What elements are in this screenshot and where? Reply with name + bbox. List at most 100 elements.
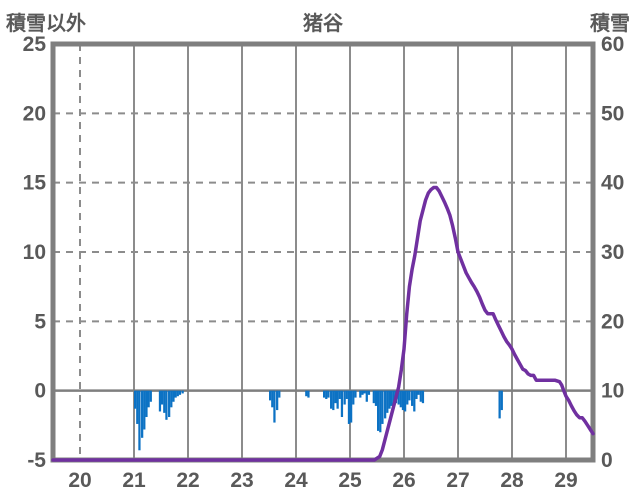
snow-other-bar [359,390,362,398]
snow-other-bar [143,390,146,430]
bar-series-snow-other [134,390,503,451]
snow-other-bar [406,390,409,405]
left-axis-tick-label: 25 [23,33,47,56]
snow-other-bar [377,390,380,431]
snow-other-bar [178,390,182,395]
snow-other-bar [367,390,371,395]
snow-other-bar [411,390,414,406]
right-axis-tick-label: 10 [601,380,624,403]
snow-other-bar [350,390,353,423]
snow-other-bar [421,390,425,404]
snow-other-bar [176,390,179,397]
snow-other-bar [345,390,348,399]
snow-other-bar [390,390,393,406]
snow-other-bar [147,390,150,408]
snow-other-bar [269,390,272,401]
snow-other-bar [413,390,416,412]
snow-other-bar [372,390,375,404]
snow-other-bar [181,390,184,394]
right-axis-tick-label: 0 [601,449,613,472]
snow-other-bar [161,390,164,405]
snow-other-bar [347,390,351,424]
snow-other-bar [323,390,326,398]
snow-other-bar [379,390,382,433]
snow-other-bar [330,390,333,409]
snow-other-bar [170,390,173,408]
snow-other-bar [404,390,407,412]
x-axis-tick-label: 21 [122,469,146,492]
left-axis-tick-label: 20 [23,102,46,125]
left-axis-tick-label: 0 [34,380,46,403]
snow-other-bar [307,390,310,398]
snow-other-bar [415,390,418,399]
snow-other-bar [138,390,141,451]
snow-other-bar [417,390,420,395]
right-axis-tick-label: 20 [601,310,624,333]
x-axis-tick-label: 20 [68,469,91,492]
snow-other-bar [343,390,346,405]
snow-other-bar [273,390,276,423]
snow-other-bar [361,390,364,395]
snow-other-bar [399,390,402,408]
snow-other-bar [172,390,175,402]
snow-other-bar [374,390,378,406]
snow-other-bar [388,390,391,409]
snow-depth-line [51,185,595,462]
x-axis-tick-label: 23 [230,469,253,492]
snow-other-bar [136,390,139,424]
right-axis-tick-label: 50 [601,102,624,125]
snow-other-bar [327,390,330,398]
snow-other-bar [397,390,400,405]
right-axis-tick-label: 60 [601,33,624,56]
snow-other-bar [354,390,357,398]
snow-other-bar [419,390,422,402]
right-axis-tick-label: 30 [601,241,624,264]
snow-other-bar [149,390,152,402]
snow-other-bar [340,390,344,418]
snow-other-bar [392,390,395,405]
left-axis-tick-label: 10 [23,241,46,264]
right-axis-tick-label: 40 [601,172,624,195]
left-axis-tick-label: 15 [23,172,47,195]
snow-other-bar [163,390,166,413]
snow-other-bar [401,390,405,411]
snow-other-bar [276,390,279,411]
snow-other-bar [145,390,148,418]
snow-other-bar [332,390,335,411]
snow-other-bar [141,390,144,438]
snow-other-bar [352,390,355,405]
snow-other-bar [381,390,384,424]
left-axis-tick-label: 5 [34,310,46,333]
snow-other-bar [278,390,281,398]
snow-other-bar [325,390,328,399]
snow-other-bar [158,390,162,412]
snow-other-bar [165,390,168,420]
right-axis-title: 積雪 [590,13,630,35]
left-axis-tick-label: -5 [27,449,46,472]
x-axis-tick-label: 24 [284,469,308,492]
snow-other-bar [334,390,337,404]
snow-other-bar [168,390,171,418]
x-axis-tick-label: 26 [392,469,415,492]
chart-title: 猪谷 [303,13,343,35]
snow-other-bar [498,390,501,419]
snow-other-bar [174,390,177,398]
left-axis-title: 積雪以外 [6,13,86,35]
snow-other-bar [134,390,137,409]
snow-other-bar [338,390,341,399]
snow-other-bar [336,390,339,409]
x-axis-tick-label: 25 [338,469,362,492]
snow-other-bar [363,390,366,394]
snow-other-bar [500,390,503,411]
snow-other-bar [365,390,368,402]
snow-other-bar [271,390,274,408]
snow-other-bar [305,390,308,397]
x-axis-tick-label: 27 [446,469,469,492]
snow-other-bar [384,390,387,419]
x-axis-tick-label: 22 [176,469,199,492]
snow-other-bar [386,390,389,413]
snow-other-bar [408,390,411,401]
x-axis-tick-label: 28 [500,469,524,492]
